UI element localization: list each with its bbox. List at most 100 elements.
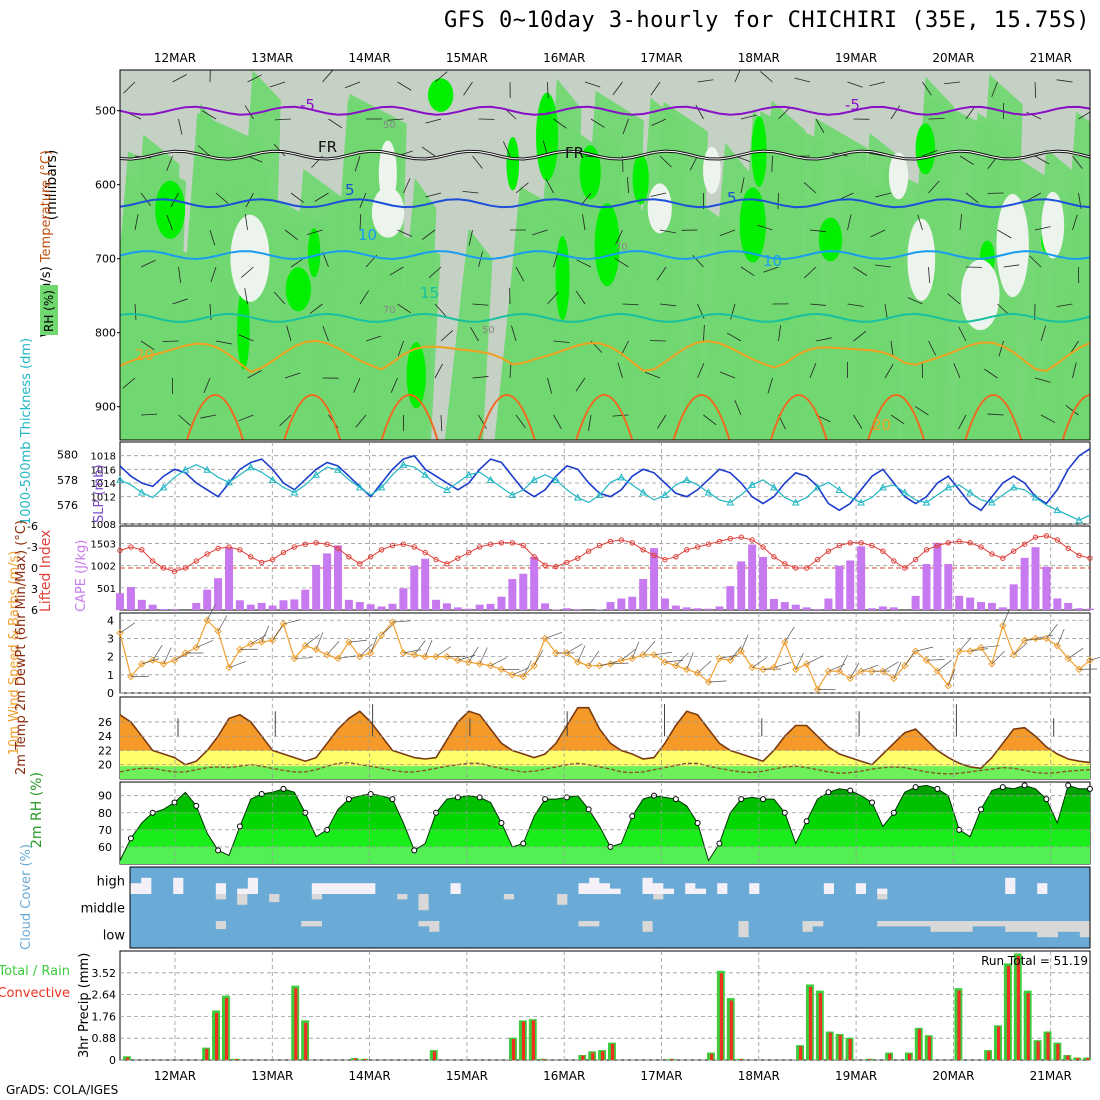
cape-bar	[224, 548, 233, 610]
precip-conv-bar	[581, 1055, 585, 1060]
wind-speed-point	[1031, 634, 1040, 643]
rh-dry	[647, 183, 672, 234]
cloud-bar	[258, 867, 270, 894]
wind-barb	[344, 81, 361, 89]
wind-barb	[582, 214, 586, 231]
precip-conv-bar	[294, 988, 298, 1060]
wind-speed-point	[595, 662, 604, 670]
cloud-bar	[898, 926, 910, 948]
cape-bar	[377, 606, 386, 610]
wind-barb	[612, 81, 623, 96]
cloud-bar	[1036, 867, 1048, 884]
cape-bar	[355, 602, 364, 610]
precip-conv-bar	[1006, 965, 1011, 1060]
wind-barb	[809, 229, 826, 233]
rh-dry	[230, 214, 270, 302]
li-point	[193, 558, 199, 564]
wind-speed-point	[813, 685, 822, 694]
li-point	[651, 552, 657, 559]
cloud-bar	[1068, 867, 1080, 894]
isotherm-label: 5	[345, 181, 355, 199]
rh2m-point	[258, 790, 265, 797]
wind-barb	[435, 646, 452, 657]
li-point	[226, 544, 232, 550]
cloud-bar	[567, 921, 579, 948]
wind-barb	[686, 652, 694, 670]
wind-speed-point	[988, 660, 996, 668]
wind-barb	[953, 363, 961, 379]
wind-barb	[512, 667, 530, 676]
isotherm-line	[120, 105, 1090, 116]
wind-barb	[1072, 155, 1083, 169]
cloud-bar	[418, 926, 430, 948]
rh-streak	[444, 228, 493, 440]
cape-bar	[704, 608, 713, 610]
cape-bar	[835, 565, 844, 610]
temp-band-green	[120, 766, 1090, 779]
cloud-bar	[919, 926, 931, 948]
tick-label: 1016	[91, 465, 116, 476]
wind-speed-point	[846, 674, 854, 683]
wind-barb	[511, 325, 517, 342]
wind-barb	[462, 190, 479, 194]
wind-barb	[884, 303, 888, 320]
cloud-bar	[812, 867, 824, 894]
thickness-point	[573, 493, 582, 501]
li-point	[727, 535, 734, 542]
cloud-bar	[546, 921, 558, 948]
cloud-bar	[226, 894, 238, 921]
wind-barb	[1035, 634, 1054, 639]
wind-barb	[215, 340, 232, 345]
precip-conv-bar	[601, 1051, 605, 1060]
dewpoint-line	[119, 761, 1091, 775]
wind-speed-point	[410, 651, 418, 659]
cloud-bar	[471, 921, 483, 948]
cape-bar	[235, 600, 244, 610]
cape-bar	[671, 605, 680, 610]
cloud-bar	[930, 931, 942, 948]
wind-speed-point	[911, 647, 920, 655]
wind-barb	[853, 414, 863, 429]
cloud-bar	[748, 921, 760, 948]
cloud-bar	[898, 867, 910, 894]
cape-bar	[290, 599, 299, 610]
wind-barb	[997, 303, 1010, 316]
cape-bar	[998, 607, 1007, 610]
wind-barb	[588, 414, 592, 431]
tick-label: 500	[95, 105, 116, 118]
wind-barb	[228, 661, 247, 668]
cape-bar	[660, 598, 669, 610]
cloud-bar	[535, 867, 547, 894]
wind-barb	[397, 340, 404, 357]
wind-barb	[650, 192, 667, 197]
wind-barb	[917, 214, 923, 231]
rh2m-point	[847, 787, 854, 794]
wind-speed-point	[1086, 656, 1094, 664]
wind-barb	[479, 647, 488, 665]
thickness-point	[661, 490, 669, 498]
cloud-bar	[215, 929, 227, 948]
wind-speed-point	[443, 652, 451, 661]
wind-barb	[284, 229, 298, 240]
wind-barb	[290, 257, 305, 268]
rh2m-point	[1021, 782, 1028, 789]
cape-bar	[748, 544, 757, 610]
wind-barb	[463, 81, 473, 96]
cape-bar	[497, 596, 506, 610]
wind-barb	[659, 155, 672, 168]
wind-barb	[210, 266, 217, 283]
wind-barb	[757, 224, 773, 231]
wind-speed-point	[290, 654, 299, 663]
wind-barb	[659, 229, 676, 234]
wind-barb	[440, 414, 443, 432]
thickness-point	[552, 475, 560, 483]
wind-barb	[515, 266, 525, 282]
wind-barb	[1056, 628, 1065, 646]
precip-axis-label: 3hr Precip (mm)	[77, 953, 92, 1058]
cape-bar	[977, 602, 986, 610]
wind-speed-point	[693, 669, 702, 677]
wind-barb	[631, 641, 640, 659]
wind-speed-point	[1053, 642, 1062, 650]
cape-bar	[170, 609, 179, 610]
cloud-bar	[450, 867, 462, 884]
